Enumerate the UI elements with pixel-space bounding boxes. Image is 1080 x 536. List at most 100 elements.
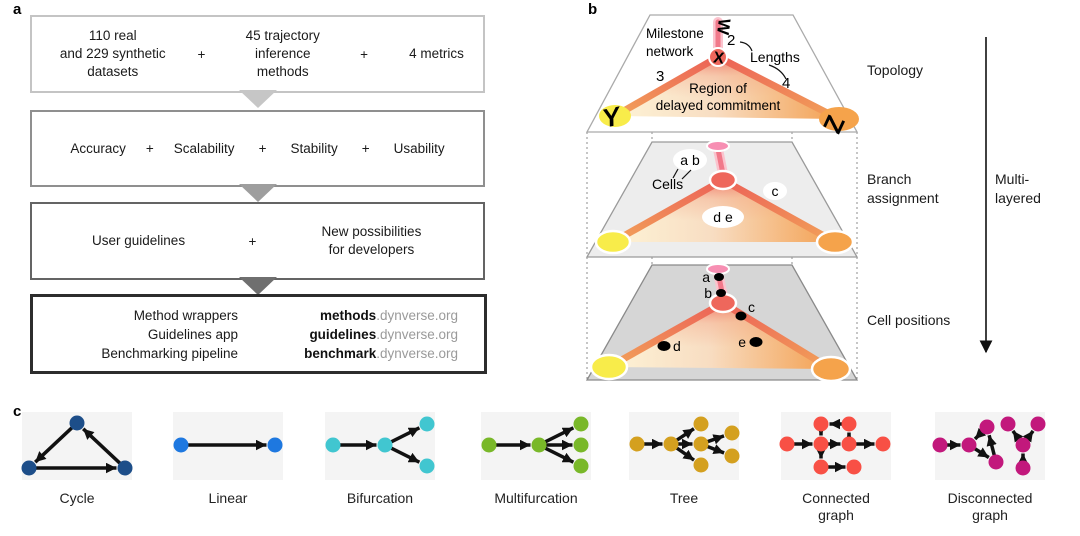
svg-text:network: network xyxy=(646,44,694,59)
graph-edge xyxy=(973,446,990,459)
graph-node xyxy=(419,458,435,474)
url-site: benchmark xyxy=(304,345,377,361)
positions-y-node xyxy=(589,353,629,381)
resource-names: Method wrappers Guidelines app Benchmark… xyxy=(33,306,238,363)
flow-arrow-1 xyxy=(239,90,277,108)
cells-c-bubble xyxy=(763,182,787,200)
graph-node xyxy=(21,460,37,476)
length-3: 3 xyxy=(656,68,664,85)
graph-label-tree: Tree xyxy=(669,490,699,506)
graph-node xyxy=(724,425,740,441)
graph-node xyxy=(693,436,709,452)
graph-edge xyxy=(706,444,725,455)
graph-node xyxy=(841,416,857,432)
graph-edge xyxy=(1011,429,1024,443)
cell-dots xyxy=(657,273,763,351)
cell-b-label: b xyxy=(704,285,712,301)
graph-edge xyxy=(34,426,74,464)
graph-label-linear: Linear xyxy=(208,490,248,506)
graph-node xyxy=(961,437,977,453)
url-domain: .dynverse.org xyxy=(376,307,458,323)
multilayered-label: Multi- layered xyxy=(995,171,1041,206)
new-possibilities-text: New possibilities for developers xyxy=(321,224,422,257)
cells-label: Cells xyxy=(652,176,683,192)
region-label: Region of xyxy=(689,81,747,96)
graph-node xyxy=(1015,437,1031,453)
graph-node xyxy=(573,437,589,453)
graph-label-multifurcation: Multifurcation xyxy=(494,490,578,506)
url-site: methods xyxy=(319,307,377,323)
url-domain: .dynverse.org xyxy=(376,345,458,361)
bifurcation-graph xyxy=(325,412,435,480)
graph-node xyxy=(531,437,547,453)
graph-node xyxy=(875,436,891,452)
graph-node xyxy=(932,437,948,453)
cells-pointer-line xyxy=(681,169,692,180)
layer-cell-positions: a b c d e xyxy=(585,263,859,383)
graph-label-connected-graph: Connected graph xyxy=(802,490,870,523)
plus-sign: + xyxy=(361,141,370,156)
milestone-w-letter: W xyxy=(713,18,734,37)
cell-a-label: a xyxy=(702,269,710,285)
milestone-z-node xyxy=(819,107,859,131)
resource-url[interactable]: benchmark.dynverse.org xyxy=(238,344,458,363)
svg-text:delayed commitment: delayed commitment xyxy=(656,98,781,113)
connected-graph-graph xyxy=(779,412,891,480)
criterion-accuracy: Accuracy xyxy=(70,140,126,156)
svg-text:d e: d e xyxy=(713,209,733,225)
graph-node xyxy=(325,437,341,453)
graph-label-bifurcation: Bifurcation xyxy=(346,490,414,506)
svg-text:a b: a b xyxy=(680,152,700,168)
graph-edge xyxy=(1022,429,1035,443)
panel-c-label: c xyxy=(13,403,22,420)
linear-graph xyxy=(173,412,283,480)
branch-w-node xyxy=(706,140,730,152)
metrics-text: 4 metrics xyxy=(409,46,464,61)
graph-node xyxy=(779,436,795,452)
resource-urls: methods.dynverse.org guidelines.dynverse… xyxy=(238,306,484,363)
graph-node xyxy=(1000,416,1016,432)
criterion-stability: Stability xyxy=(290,140,338,156)
lengths-label: Lengths xyxy=(750,49,800,65)
branch-assignment-layer-label: Branch assignment xyxy=(867,171,939,206)
graph-edge xyxy=(544,426,575,444)
graph-node xyxy=(693,457,709,473)
user-guidelines-text: User guidelines xyxy=(92,233,186,248)
milestone-x-node xyxy=(708,47,728,67)
graph-node xyxy=(573,458,589,474)
multilayer-diagram: W X Y Z Milestone network 2 3 4 Lengths … xyxy=(585,14,993,383)
cycle-graph xyxy=(21,412,133,480)
length-2: 2 xyxy=(727,32,735,49)
graph-label-disconnected-graph: Disconnected graph xyxy=(947,490,1033,523)
branch-z-node xyxy=(815,229,855,255)
graph-tile-disconnected-graph: Disconnected graph xyxy=(932,412,1046,524)
plus-sign: + xyxy=(258,141,267,156)
positions-x-node xyxy=(708,292,738,314)
graph-node xyxy=(693,416,709,432)
graph-node xyxy=(267,437,283,453)
url-domain: .dynverse.org xyxy=(376,326,458,342)
resource-name: Guidelines app xyxy=(147,326,238,342)
graph-node xyxy=(724,448,740,464)
methods-text: 45 trajectory inference methods xyxy=(245,28,320,79)
graph-edge xyxy=(986,434,997,457)
graph-tile-linear: Linear xyxy=(173,412,283,507)
graph-tile-connected-graph: Connected graph xyxy=(779,412,891,524)
graph-node xyxy=(69,415,85,431)
flow-box-criteria: Accuracy + Scalability + Stability + Usa… xyxy=(30,110,485,187)
resource-url[interactable]: guidelines.dynverse.org xyxy=(238,325,458,344)
lengths-pointer-line xyxy=(768,64,787,80)
graph-edge xyxy=(390,426,421,444)
cell-positions-layer-label: Cell positions xyxy=(867,312,951,328)
plus-sign: + xyxy=(197,46,206,62)
resource-name: Benchmarking pipeline xyxy=(101,345,238,361)
graph-tile-cycle: Cycle xyxy=(21,412,133,507)
milestone-x-letter: X xyxy=(712,49,725,67)
branch-x-node xyxy=(708,169,738,191)
resource-url[interactable]: methods.dynverse.org xyxy=(238,306,458,325)
plus-sign: + xyxy=(248,233,257,249)
graph-node xyxy=(173,437,189,453)
plus-sign: + xyxy=(145,141,154,156)
panel-b-label: b xyxy=(588,1,598,18)
positions-z-node xyxy=(810,355,852,383)
